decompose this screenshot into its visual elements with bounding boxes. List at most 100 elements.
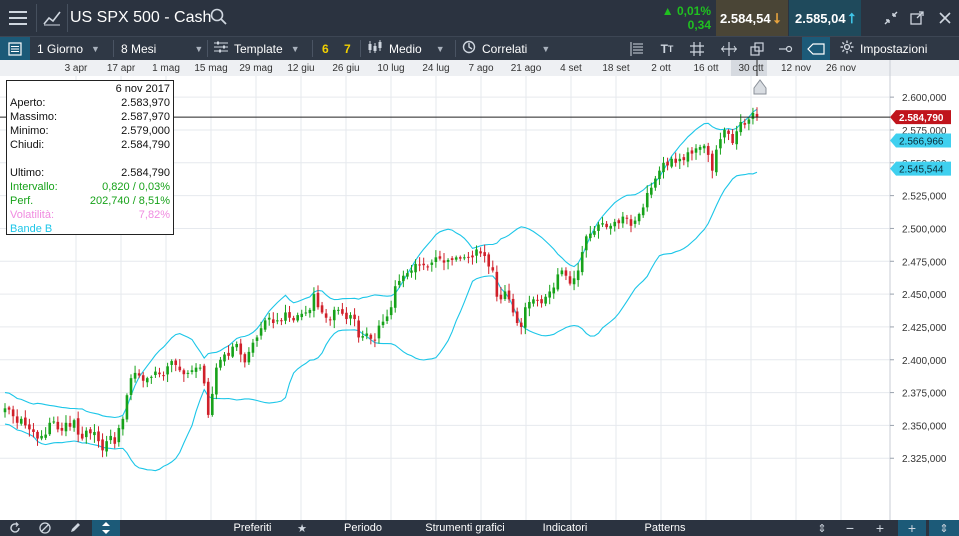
candle-body (324, 313, 328, 318)
candle-body (304, 312, 308, 314)
grid-icon[interactable] (684, 37, 710, 60)
x-tick-label: 2 ott (651, 63, 671, 74)
candle-body (206, 381, 210, 415)
shrink-icon[interactable] (878, 0, 904, 36)
candle-body (727, 130, 730, 134)
candlestick-icon (367, 40, 383, 57)
candle-body (52, 421, 56, 423)
candle-body (44, 434, 47, 438)
chart-style-dropdown[interactable]: Medio ▼ (367, 37, 453, 60)
candle-body (215, 367, 218, 395)
candle-body (706, 146, 710, 155)
info-high-row: Massimo: 2.587,970 (10, 111, 170, 123)
candle-body (467, 256, 470, 258)
candle-body (24, 417, 27, 426)
period-tab[interactable]: Periodo (344, 522, 382, 534)
candle-body (341, 309, 344, 314)
search-icon[interactable] (210, 8, 228, 31)
refresh-icon[interactable] (0, 520, 30, 536)
candle-body (491, 267, 495, 271)
candle-body (446, 259, 450, 262)
band-price-label: 2.566,966 (899, 137, 944, 148)
candle-body (271, 319, 275, 323)
range-value: 8 Mesi (121, 41, 157, 56)
candle-body (76, 418, 80, 435)
range-dropdown[interactable]: 8 Mesi ▼ (121, 37, 205, 60)
buy-price-button[interactable]: 2.585,04 ⭡ (789, 0, 861, 36)
favorites-tab[interactable]: Preferiti (233, 522, 272, 534)
chart-type-icon[interactable] (37, 0, 67, 36)
quick-template-7[interactable]: 7 (344, 41, 351, 56)
candle-body (320, 305, 324, 313)
no-entry-icon[interactable] (30, 520, 60, 536)
candle-body (308, 309, 312, 314)
candle-body (3, 408, 7, 413)
candle-body (36, 431, 39, 439)
settings-button[interactable]: Impostazioni (840, 37, 959, 60)
indicators-tab[interactable]: Indicatori (542, 522, 588, 534)
candle-body (72, 420, 76, 428)
candle-body (613, 221, 617, 227)
drawing-tools-tab[interactable]: Strumenti grafici (425, 522, 505, 534)
star-icon[interactable]: ★ (297, 522, 307, 535)
arrow-down-icon: ⭣ (773, 9, 781, 26)
chart-canvas[interactable]: 3 apr 17 apr 1 mag 15 mag 29 mag 12 giu 26 giu… (0, 60, 959, 520)
zoom-in-icon[interactable]: + (875, 520, 885, 536)
candle-body (556, 274, 560, 290)
quick-template-6[interactable]: 6 (322, 41, 329, 56)
x-tick-label: 17 apr (107, 63, 136, 74)
candle-body (397, 280, 401, 285)
popout-icon[interactable] (904, 0, 930, 36)
layers-icon[interactable] (744, 37, 770, 60)
menu-icon[interactable] (0, 0, 36, 36)
home-icon[interactable] (753, 79, 767, 95)
zoom-out-icon[interactable]: − (845, 520, 855, 536)
related-label: Correlati (482, 41, 528, 56)
candle-body (637, 214, 641, 222)
chart-style-label: Medio (389, 41, 422, 56)
y-axis: 2.600,0002.575,0002.550,0002.525,0002.50… (889, 60, 947, 520)
x-tick-label: 10 lug (377, 63, 404, 74)
crosshair-mode-icon[interactable]: + (898, 520, 926, 536)
x-tick-label: 12 nov (781, 63, 811, 74)
interval-dropdown[interactable]: 1 Giorno ▼ (37, 37, 109, 60)
scroll-mode-icon[interactable]: ⇕ (929, 520, 959, 536)
template-dropdown[interactable]: Template ▼ (214, 37, 308, 60)
change-percent: ▲ 0,01% (661, 4, 711, 18)
bars-icon[interactable] (624, 37, 650, 60)
close-icon[interactable] (930, 0, 959, 36)
candle-body (93, 431, 96, 436)
x-tick-label: 15 mag (194, 63, 227, 74)
magnet-icon[interactable] (773, 37, 799, 60)
candle-body (288, 312, 291, 318)
candle-body (223, 354, 226, 362)
x-tick-label: 1 mag (152, 63, 180, 74)
crosshair-icon[interactable] (716, 37, 742, 60)
list-icon[interactable] (0, 37, 30, 60)
candle-body (56, 421, 60, 430)
candle-body (532, 299, 535, 304)
divider (113, 40, 114, 57)
patterns-tab[interactable]: Patterns (644, 522, 686, 534)
candle-body (479, 251, 482, 254)
sell-price-button[interactable]: 2.584,54 ⭣ (716, 0, 788, 36)
candle-body (698, 147, 702, 150)
candlesticks (3, 107, 759, 458)
resize-vertical-icon[interactable] (92, 520, 120, 536)
fit-icon[interactable]: ⇕ (817, 522, 827, 535)
price-label-icon[interactable] (802, 37, 830, 60)
caret-down-icon: ▼ (541, 43, 551, 54)
candle-body (503, 291, 507, 299)
candle-body (694, 148, 698, 153)
candle-body (174, 360, 178, 366)
candle-body (633, 220, 637, 224)
candle-body (739, 122, 743, 133)
pencil-icon[interactable] (60, 520, 90, 536)
info-open-row: Aperto: 2.583,970 (10, 97, 170, 109)
related-dropdown[interactable]: Correlati ▼ (462, 37, 554, 60)
candle-body (662, 162, 665, 173)
candle-body (178, 366, 182, 371)
candle-body (580, 252, 584, 273)
candle-body (328, 319, 332, 321)
